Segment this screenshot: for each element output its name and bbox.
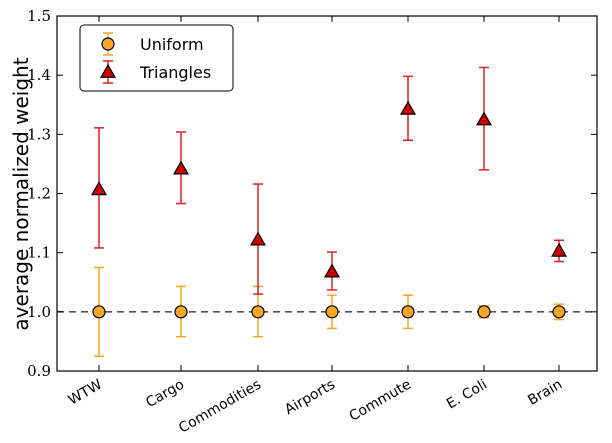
- x-tick-label: Airports: [282, 377, 338, 418]
- data-point-triangles: [323, 263, 341, 278]
- legend-box: [79, 24, 234, 92]
- data-point-uniform: [552, 305, 566, 319]
- y-tick-labels: 0.9 1.0 1.1 1.2 1.3 1.4 1.5: [27, 7, 51, 380]
- y-tick-label: 1.1: [27, 244, 51, 262]
- y-tick-label: 1.3: [27, 125, 51, 143]
- series-layer: [90, 66, 568, 357]
- data-point-triangles: [249, 231, 267, 246]
- x-tick-label: Commodities: [176, 377, 264, 437]
- data-point-triangles: [172, 160, 190, 175]
- y-tick-label: 1.4: [27, 66, 51, 84]
- data-point-uniform: [251, 305, 265, 319]
- x-tick-label: Cargo: [143, 377, 187, 412]
- data-point-uniform: [92, 305, 106, 319]
- legend-label-triangles: Triangles: [139, 63, 211, 82]
- data-point-triangles: [475, 111, 493, 126]
- x-tick-label: WTW: [66, 377, 106, 409]
- data-point-triangles: [90, 181, 108, 196]
- data-point-uniform: [477, 305, 491, 319]
- x-tick-label: Commute: [347, 377, 414, 425]
- x-tick-label: E. Coli: [444, 377, 490, 413]
- x-tick-label: Brain: [525, 377, 565, 409]
- legend-marker-triangles: [99, 63, 117, 78]
- legend-label-uniform: Uniform: [140, 35, 204, 54]
- y-tick-label: 1.5: [27, 7, 51, 25]
- data-point-triangles: [399, 100, 417, 115]
- data-point-uniform: [325, 305, 339, 319]
- legend: Uniform Triangles: [79, 24, 234, 92]
- y-tick-label: 1.0: [27, 303, 51, 321]
- data-point-uniform: [174, 305, 188, 319]
- y-tick-label: 1.2: [27, 185, 51, 203]
- y-axis-label: average normalized weight: [9, 57, 33, 330]
- axis-ticks: [57, 15, 597, 372]
- legend-markers: [99, 32, 117, 84]
- legend-marker-uniform: [101, 37, 115, 51]
- series-triangles: [90, 66, 568, 295]
- data-point-uniform: [401, 305, 415, 319]
- data-point-triangles: [550, 242, 568, 257]
- y-tick-label: 0.9: [27, 362, 51, 380]
